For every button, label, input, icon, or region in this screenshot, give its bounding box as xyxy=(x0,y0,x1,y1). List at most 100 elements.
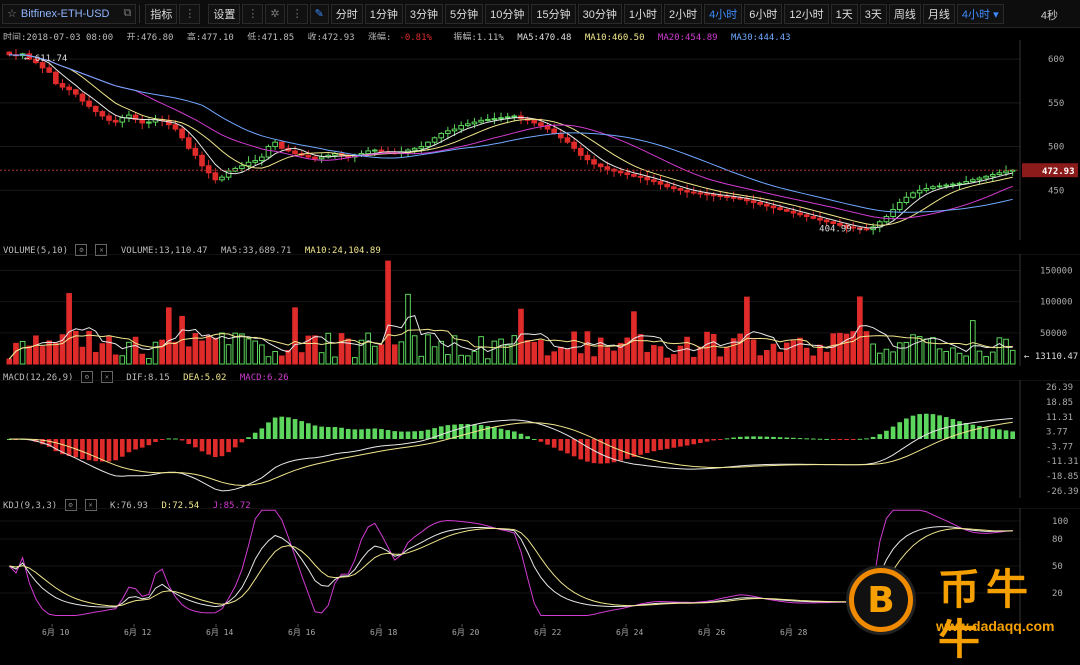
date-tick-label: 6月 22 xyxy=(534,628,561,637)
close-icon[interactable]: ✕ xyxy=(95,244,108,256)
kdj-tick-label: 100 xyxy=(1052,517,1068,527)
macd-histogram-bar xyxy=(605,439,610,464)
volume-chart[interactable]: 150000 100000 50000 ← 13110.47 xyxy=(0,254,1080,366)
macd-histogram-bar xyxy=(678,439,683,447)
volume-value: VOLUME:13,110.47 xyxy=(120,245,208,256)
ohlc-low: 低:471.85 xyxy=(247,33,295,43)
macd-histogram-bar xyxy=(811,438,816,440)
candle-body xyxy=(837,223,843,226)
macd-tick-label: 3.77 xyxy=(1046,428,1068,438)
symbol-selector[interactable]: ☆ Bitfinex-ETH-USD ⧉ xyxy=(2,3,137,24)
interval-tab[interactable]: 月线 xyxy=(922,3,955,24)
interval-tab[interactable]: 1天 xyxy=(830,3,858,24)
macd-chart[interactable]: 26.39 18.85 11.31 3.77 -3.77 -11.31 -18.85 -26.… xyxy=(0,380,1080,498)
symbol-label: Bitfinex-ETH-USD xyxy=(20,7,110,20)
candle-body xyxy=(571,141,577,149)
volume-bar xyxy=(139,353,146,365)
volume-bar xyxy=(790,340,797,365)
volume-bar xyxy=(245,338,252,365)
volume-bar xyxy=(165,307,172,365)
close-icon[interactable]: ✕ xyxy=(100,371,113,383)
more-icon[interactable]: ⋮ xyxy=(179,3,201,24)
macd-histogram-bar xyxy=(179,439,185,441)
interval-tab[interactable]: 5分钟 xyxy=(445,3,484,24)
macd-info: MACD(12,26,9) ⚙ ✕ DIF:8.15 DEA:5.02 MACD:… xyxy=(3,371,297,383)
close-icon[interactable]: ✕ xyxy=(84,499,97,511)
indicators-button[interactable]: 指标 xyxy=(145,3,178,24)
macd-histogram-bar xyxy=(997,429,1002,439)
settings-button[interactable]: 设置 xyxy=(208,3,241,24)
candle-body xyxy=(564,137,571,143)
macd-histogram-bar xyxy=(345,428,351,439)
draw-pen-icon[interactable]: ✎ xyxy=(309,3,329,24)
volume-bar xyxy=(464,355,471,365)
interval-tab[interactable]: 4小时 xyxy=(704,3,743,24)
candle-body xyxy=(305,154,312,158)
more-icon[interactable]: ⋮ xyxy=(242,3,264,24)
interval-tab[interactable]: 1分钟 xyxy=(364,3,403,24)
volume-bar xyxy=(717,356,724,365)
indicators-label: 指标 xyxy=(150,8,173,21)
interval-tab[interactable]: 12小时 xyxy=(784,3,829,24)
interval-tab[interactable]: 4小时 ▾ xyxy=(956,3,1004,24)
volume-bar xyxy=(1009,349,1016,365)
expand-icon[interactable]: ⧉ xyxy=(123,7,132,19)
macd-histogram-bar xyxy=(737,436,743,439)
kdj-k: K:76.93 xyxy=(110,500,148,511)
candle-body xyxy=(823,219,830,223)
volume-bar xyxy=(112,354,119,365)
macd-histogram-bar xyxy=(159,439,165,440)
ohlc-time: 时间:2018-07-03 08:00 xyxy=(3,33,114,43)
volume-ma10: MA10:24,104.89 xyxy=(304,245,381,256)
price-chart[interactable]: 600 550 500 450 472.93 ← 611.74 404.99 → xyxy=(0,40,1080,240)
macd-histogram-bar xyxy=(864,438,869,440)
macd-histogram-bar xyxy=(465,424,471,439)
interval-tab[interactable]: 1小时 xyxy=(623,3,663,24)
macd-histogram-bar xyxy=(272,417,278,439)
gear-icon[interactable]: ⚙ xyxy=(64,499,77,511)
gear-icon[interactable]: ⚙ xyxy=(80,371,93,383)
candle-body xyxy=(1003,170,1009,174)
macd-histogram-bar xyxy=(897,422,903,439)
macd-histogram-bar xyxy=(884,430,889,439)
volume-bar xyxy=(46,340,53,365)
interval-tab[interactable]: 3天 xyxy=(859,3,887,24)
volume-bar xyxy=(817,344,823,365)
gear-icon[interactable]: ✲ xyxy=(265,3,285,24)
kdj-chart[interactable]: 100 80 50 20 xyxy=(0,508,1080,624)
macd-histogram-bar xyxy=(631,439,637,457)
interval-tab[interactable]: 15分钟 xyxy=(531,3,576,24)
more-icon[interactable]: ⋮ xyxy=(286,3,308,24)
interval-tab[interactable]: 10分钟 xyxy=(485,3,530,24)
volume-bar xyxy=(33,335,39,365)
interval-tab[interactable]: 周线 xyxy=(888,3,921,24)
volume-bar xyxy=(352,357,358,365)
volume-ma10-line xyxy=(8,328,1013,360)
candle-body xyxy=(531,119,538,124)
ma10-line xyxy=(9,54,1013,226)
macd-histogram-bar xyxy=(844,439,849,440)
candle-body xyxy=(278,141,285,149)
interval-tab[interactable]: 2小时 xyxy=(664,3,703,24)
interval-tab[interactable]: 3分钟 xyxy=(404,3,444,24)
candle-body xyxy=(770,205,777,209)
interval-tab[interactable]: 6小时 xyxy=(744,3,783,24)
interval-tab[interactable]: 30分钟 xyxy=(577,3,622,24)
volume-ma5-line xyxy=(8,314,1013,360)
candle-body xyxy=(378,149,385,153)
volume-bar xyxy=(943,351,950,365)
macd-histogram-bar xyxy=(837,439,843,440)
volume-bar xyxy=(890,351,896,365)
volume-bar xyxy=(451,335,458,365)
volume-bar xyxy=(219,332,225,365)
volume-bar xyxy=(524,340,531,365)
macd-histogram-bar xyxy=(791,437,796,439)
macd-histogram-bar xyxy=(545,439,550,445)
volume-bar xyxy=(146,358,152,365)
macd-histogram-bar xyxy=(153,439,158,442)
chart-bg xyxy=(0,40,1080,240)
interval-tab[interactable]: 分时 xyxy=(330,3,363,24)
star-icon[interactable]: ☆ xyxy=(7,8,17,20)
gear-icon[interactable]: ⚙ xyxy=(75,244,88,256)
macd-histogram-bar xyxy=(60,439,65,455)
